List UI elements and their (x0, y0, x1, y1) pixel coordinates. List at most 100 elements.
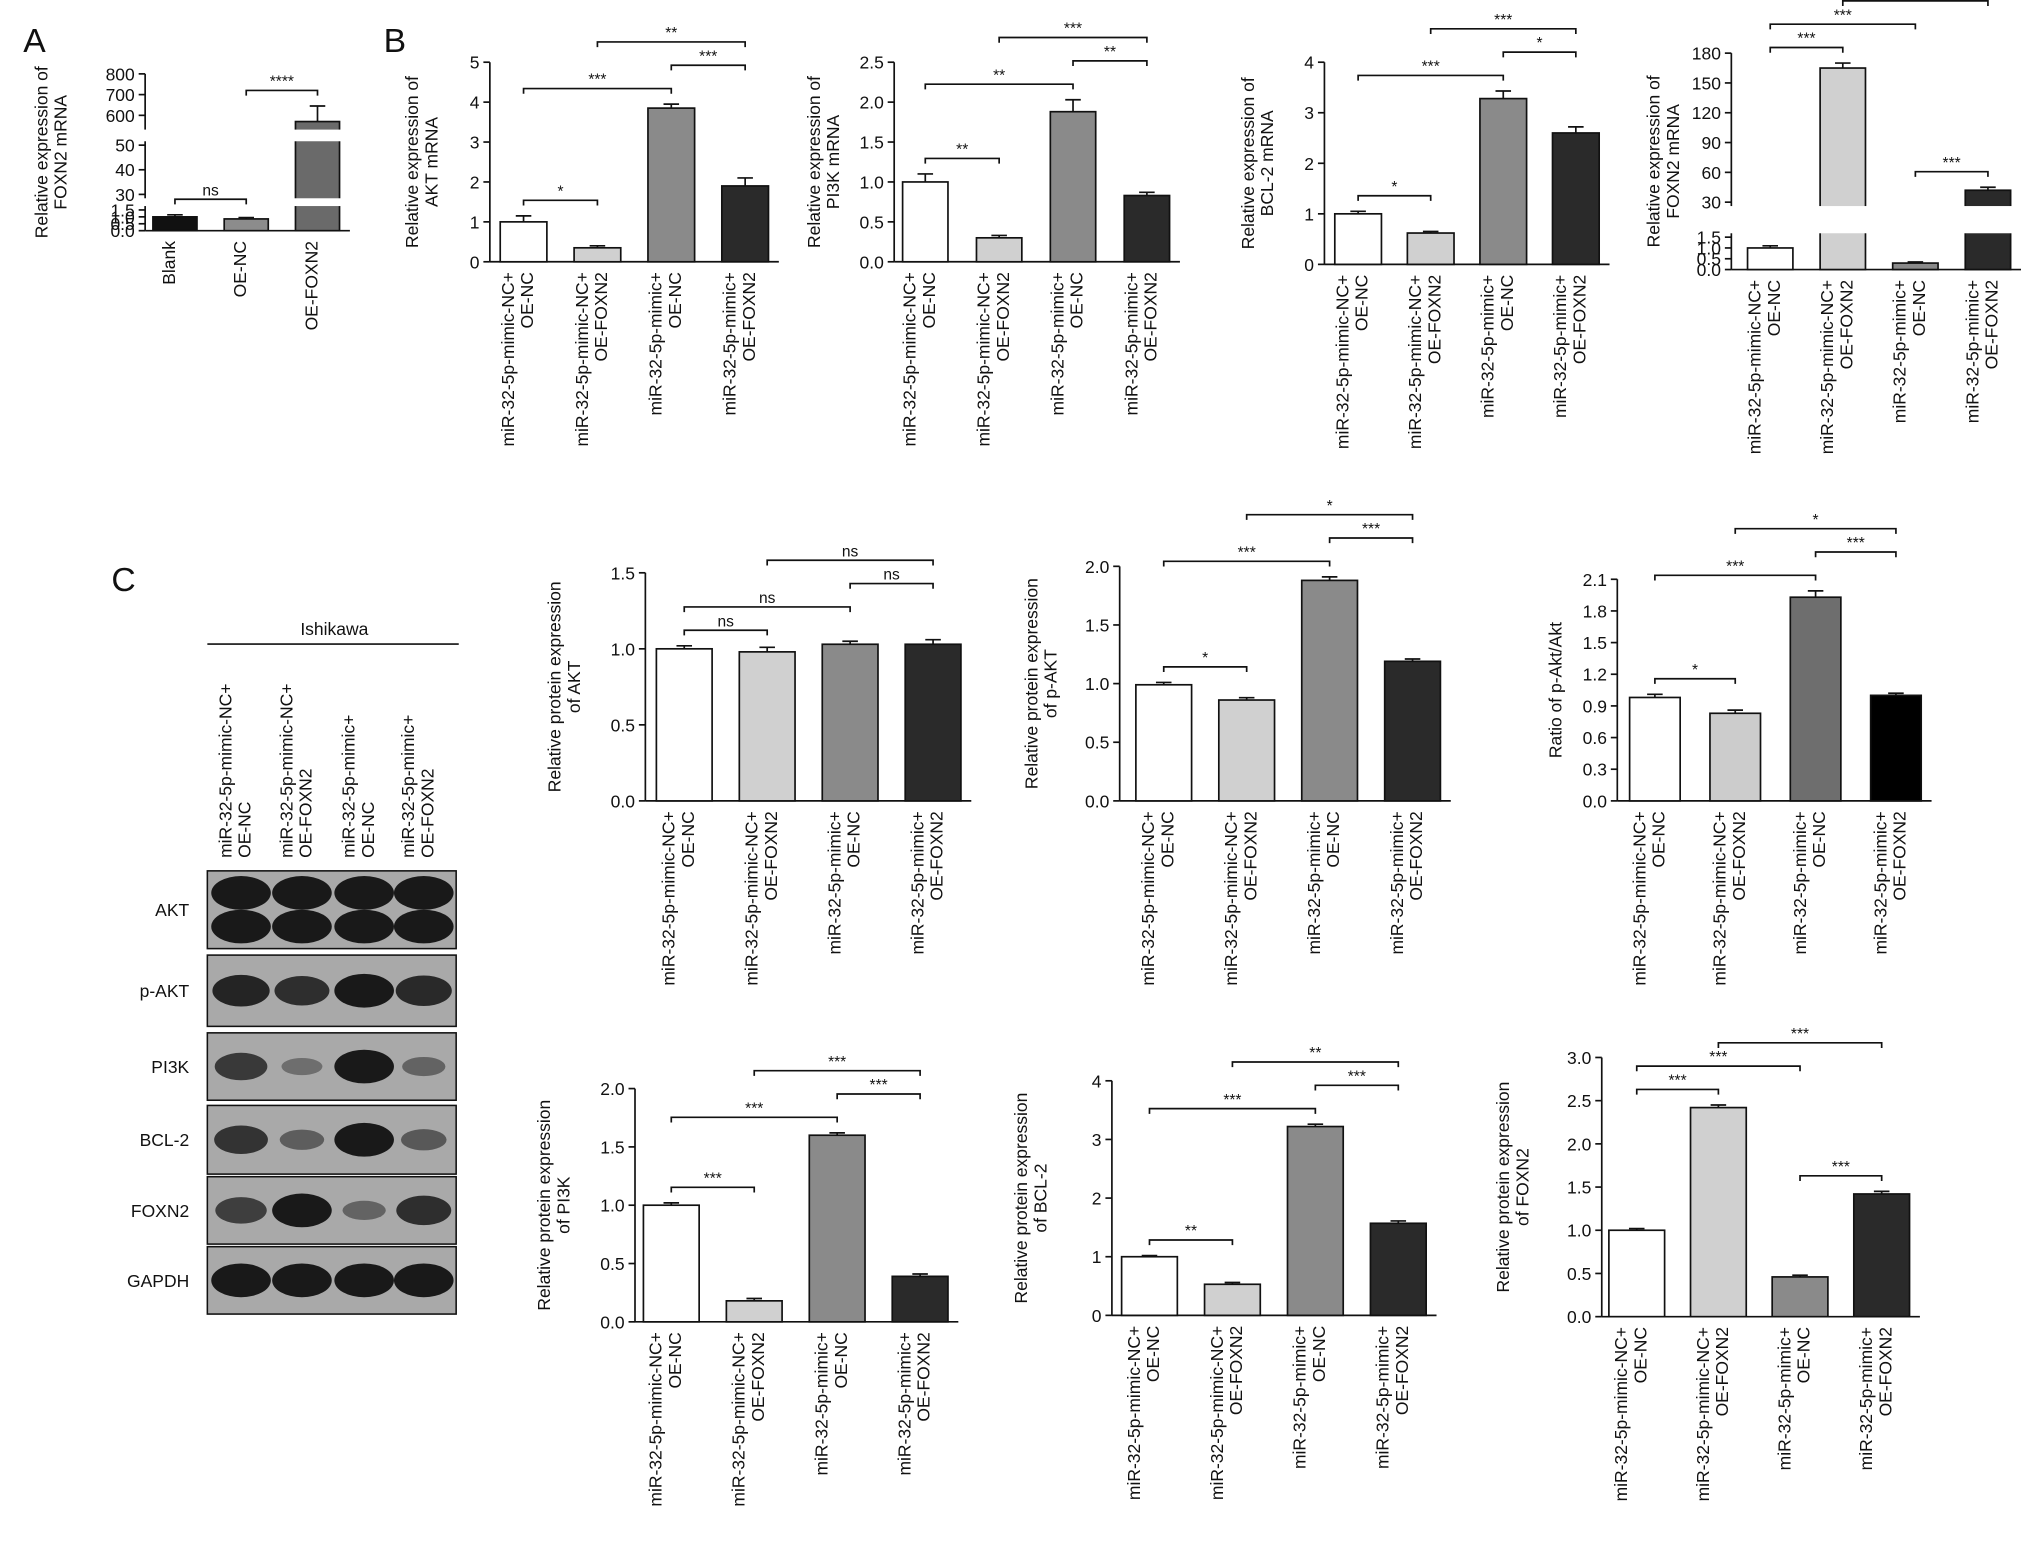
significance-label: *** (828, 1054, 846, 1071)
significance-bracket (1635, 1088, 1720, 1095)
y-tick-label: 1.0 (860, 172, 885, 192)
y-axis-label-line: FOXN2 mRNA (1663, 104, 1683, 219)
significance-label: ** (1104, 44, 1116, 61)
x-tick-label: miR-32-5p-mimic+OE-NC (825, 811, 864, 954)
y-axis-label-line: of BCL-2 (1030, 1164, 1050, 1233)
x-tick-label-line: OE-NC (1497, 275, 1517, 331)
significance-bracket (522, 87, 673, 94)
x-tick-label-line: OE-FOXN2 (1392, 1326, 1412, 1415)
significance-bracket (1841, 0, 1989, 7)
y-axis-label-line: AKT mRNA (421, 117, 441, 207)
error-bar (1495, 90, 1512, 99)
blot-band (396, 1195, 452, 1226)
error-bar (1139, 191, 1155, 196)
significance-label: *** (1348, 1068, 1366, 1085)
x-tick-label: miR-32-5p-mimic-NC+OE-FOXN2 (974, 272, 1013, 446)
significance-label: * (1813, 512, 1819, 529)
x-tick-label: miR-32-5p-mimic-NC+OE-FOXN2 (1693, 1327, 1732, 1501)
error-bar (1307, 1123, 1324, 1127)
blot-band (281, 1057, 323, 1076)
significance-label: *** (1064, 21, 1082, 38)
error-bar (759, 646, 775, 652)
error-bar (663, 1202, 680, 1206)
blot-row-label: BCL-2 (140, 1130, 190, 1150)
significance-bracket (1635, 1065, 1801, 1072)
blot-band (342, 1200, 386, 1220)
x-tick-label-line: miR-32-5p-mimic+ (1550, 275, 1570, 418)
blot-band (272, 909, 332, 944)
x-tick-label-line: miR-32-5p-mimic-NC+ (900, 272, 920, 446)
bar (1406, 232, 1455, 266)
significance-bracket (753, 1069, 921, 1076)
blot-band (274, 975, 330, 1006)
error-bar (746, 1297, 762, 1301)
x-tick-label-line: OE-NC (844, 811, 864, 867)
y-tick-label: 0.0 (1085, 791, 1110, 811)
blot-row-label: GAPDH (127, 1271, 189, 1291)
significance-bracket (1357, 194, 1432, 201)
y-tick-label: 1.5 (611, 563, 635, 583)
x-tick-label-line: miR-32-5p-mimic+ (1774, 1327, 1794, 1470)
significance-label: *** (1906, 0, 1924, 1)
blot-band (393, 1263, 454, 1298)
y-tick-label: 0.3 (1583, 760, 1607, 780)
x-tick-label: miR-32-5p-mimic-NC+OE-NC (498, 272, 537, 446)
x-tick-label-line: miR-32-5p-mimic-NC+ (1611, 1327, 1631, 1501)
error-bar (1321, 576, 1338, 581)
significance-bracket (1769, 46, 1844, 53)
blot-band (212, 974, 270, 1007)
y-tick-label: 0.5 (1085, 733, 1109, 753)
blot-band (334, 876, 394, 910)
lane-label-line: miR-32-5p-mimic-NC+ (215, 684, 235, 858)
blot-row-label: PI3K (151, 1057, 189, 1077)
y-axis-label: Ratio of p-Akt/Akt (1546, 622, 1566, 758)
significance-label: **** (270, 74, 294, 91)
significance-label: *** (745, 1100, 763, 1117)
error-bar (912, 1273, 928, 1277)
x-tick-label-line: Blank (159, 241, 179, 285)
significance-label: * (1391, 179, 1397, 196)
y-tick-label: 30 (115, 185, 135, 205)
x-tick-label-line: miR-32-5p-mimic-NC+ (1405, 275, 1425, 449)
y-tick-label: 4 (470, 93, 480, 113)
y-axis-label-line: Relative expression of (31, 66, 51, 238)
error-bar (1628, 1227, 1645, 1231)
error-bar (829, 1132, 845, 1136)
significance-bracket (596, 41, 746, 48)
error-bar (589, 244, 606, 248)
x-tick-label: miR-32-5p-mimic-NC+OE-NC (1124, 1326, 1163, 1500)
bar (1383, 660, 1442, 802)
y-axis-label-line: PI3K mRNA (823, 115, 843, 210)
x-tick-label: miR-32-5p-mimic-NC+OE-NC (900, 272, 939, 446)
error-bar (1835, 62, 1851, 69)
significance-label: *** (699, 48, 717, 65)
y-tick-label: 90 (1702, 133, 1722, 153)
bar (1333, 212, 1383, 266)
error-bar (1647, 693, 1663, 698)
error-bar (1762, 244, 1778, 248)
x-tick-label-line: OE-FOXN2 (591, 272, 611, 361)
x-tick-label-line: OE-FOXN2 (1712, 1327, 1732, 1416)
significance-bracket (1162, 560, 1331, 567)
significance-bracket (1429, 27, 1577, 34)
x-tick-label: miR-32-5p-mimic+OE-FOXN2 (1387, 811, 1426, 954)
blot-row-label: p-AKT (140, 981, 190, 1001)
bar (1120, 1255, 1179, 1317)
significance-label: ns (759, 590, 776, 607)
axis-break (137, 129, 350, 142)
error-bar (842, 640, 858, 645)
error-bar (1727, 709, 1744, 714)
blot-band (279, 1129, 325, 1150)
y-tick-label: 30 (1702, 193, 1722, 213)
y-tick-label: 2.0 (1567, 1134, 1592, 1154)
x-tick-label: miR-32-5p-mimic-NC+OE-NC (1138, 811, 1177, 985)
significance-label: ns (883, 567, 900, 584)
bar (1628, 696, 1682, 802)
bar (738, 651, 796, 802)
blot-band (334, 1263, 394, 1298)
x-tick-label-line: OE-FOXN2 (1729, 811, 1749, 900)
x-tick-label-line: OE-NC (665, 272, 685, 328)
bar (1203, 1283, 1262, 1317)
y-tick-label: 0 (1092, 1306, 1102, 1326)
error-bar (1065, 98, 1081, 112)
